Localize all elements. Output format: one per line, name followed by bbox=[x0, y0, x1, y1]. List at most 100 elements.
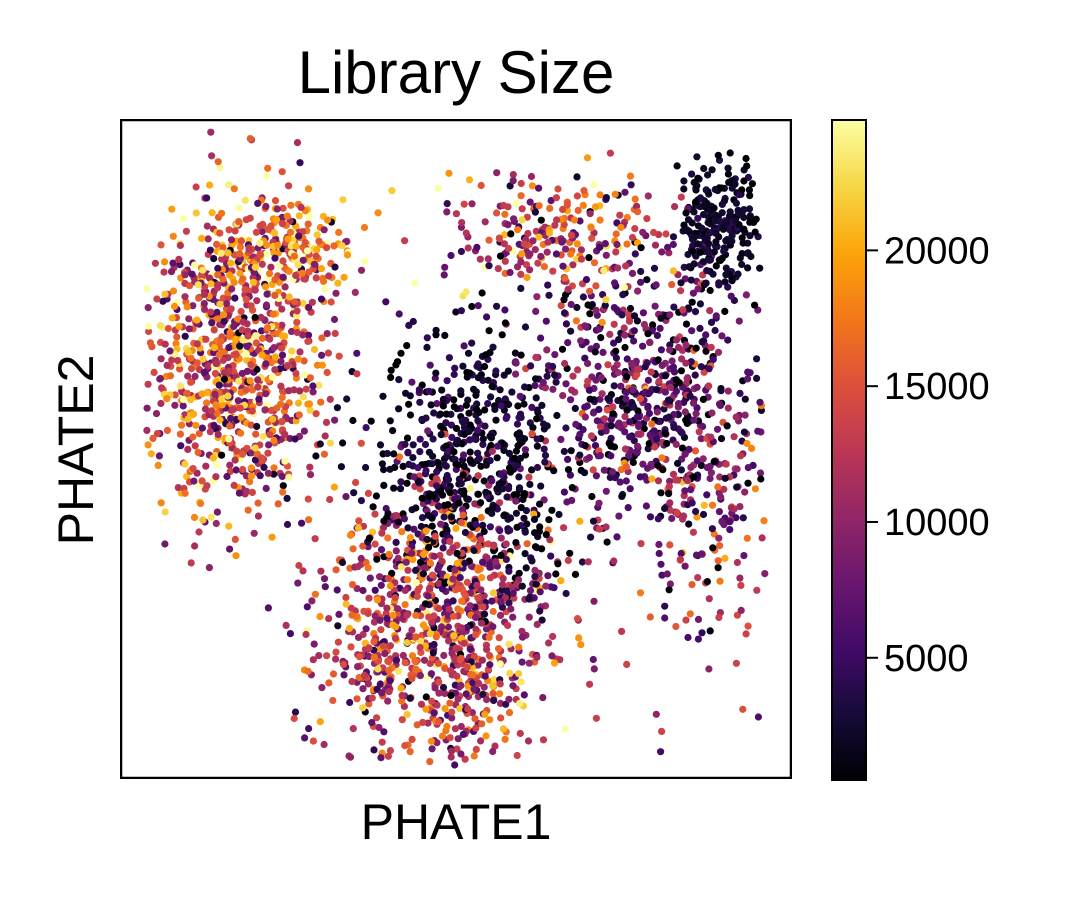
scatter-point bbox=[531, 208, 539, 216]
scatter-point bbox=[483, 554, 491, 562]
scatter-point bbox=[374, 209, 382, 217]
scatter-point bbox=[295, 232, 303, 240]
scatter-point bbox=[428, 571, 436, 579]
scatter-point bbox=[434, 459, 442, 467]
scatter-point bbox=[680, 512, 688, 520]
scatter-point bbox=[247, 421, 255, 429]
scatter-point bbox=[421, 600, 430, 608]
scatter-point bbox=[441, 579, 449, 588]
scatter-point bbox=[247, 472, 255, 480]
scatter-point bbox=[278, 305, 286, 313]
scatter-point bbox=[677, 367, 686, 375]
scatter-point bbox=[682, 209, 690, 217]
scatter-point bbox=[301, 239, 309, 247]
scatter-point bbox=[461, 591, 469, 599]
scatter-point bbox=[393, 358, 402, 366]
scatter-point bbox=[488, 382, 496, 391]
scatter-point bbox=[202, 335, 210, 343]
scatter-point bbox=[143, 404, 151, 412]
scatter-point bbox=[260, 463, 268, 471]
scatter-point bbox=[621, 331, 629, 339]
scatter-point bbox=[689, 528, 698, 536]
scatter-point bbox=[354, 524, 362, 532]
scatter-point bbox=[201, 405, 210, 413]
scatter-point bbox=[364, 489, 372, 497]
scatter-point bbox=[534, 533, 542, 541]
scatter-point bbox=[574, 366, 582, 374]
scatter-point bbox=[482, 488, 490, 496]
scatter-point bbox=[462, 229, 470, 237]
scatter-point bbox=[213, 508, 221, 516]
scatter-point bbox=[309, 737, 317, 745]
scatter-point bbox=[203, 482, 211, 490]
scatter-point bbox=[237, 413, 245, 421]
scatter-point bbox=[473, 243, 481, 251]
scatter-point bbox=[517, 433, 525, 441]
scatter-point bbox=[581, 354, 589, 362]
scatter-point bbox=[526, 480, 534, 488]
scatter-point bbox=[454, 695, 462, 703]
scatter-point bbox=[424, 592, 432, 600]
scatter-point bbox=[479, 558, 487, 566]
scatter-point bbox=[606, 330, 614, 338]
scatter-point bbox=[533, 293, 541, 301]
scatter-point bbox=[742, 630, 750, 638]
scatter-point bbox=[693, 457, 702, 465]
scatter-point bbox=[283, 494, 291, 502]
scatter-point bbox=[479, 690, 487, 699]
plot-frame bbox=[120, 119, 792, 779]
scatter-point bbox=[592, 282, 600, 290]
scatter-point bbox=[312, 410, 320, 418]
scatter-point bbox=[247, 464, 255, 472]
scatter-point bbox=[151, 259, 159, 267]
scatter-point bbox=[224, 392, 232, 400]
scatter-point bbox=[532, 353, 540, 361]
scatter-point bbox=[418, 514, 427, 522]
scatter-point bbox=[518, 250, 526, 258]
scatter-point bbox=[271, 366, 279, 374]
scatter-point bbox=[489, 623, 497, 631]
scatter-point bbox=[219, 356, 227, 364]
scatter-point bbox=[340, 273, 348, 281]
scatter-point bbox=[445, 354, 453, 362]
scatter-point bbox=[416, 435, 424, 443]
scatter-point bbox=[624, 504, 632, 512]
scatter-point bbox=[562, 589, 570, 598]
scatter-point bbox=[512, 447, 520, 455]
scatter-point bbox=[505, 709, 514, 717]
scatter-point bbox=[251, 286, 259, 294]
scatter-point bbox=[630, 337, 638, 345]
scatter-point bbox=[494, 265, 502, 273]
scatter-point bbox=[733, 558, 742, 567]
scatter-point bbox=[324, 216, 332, 224]
scatter-point bbox=[654, 515, 662, 523]
scatter-point bbox=[570, 216, 578, 224]
scatter-point bbox=[291, 435, 299, 443]
scatter-point bbox=[164, 324, 172, 333]
scatter-point bbox=[242, 295, 250, 303]
scatter-point bbox=[459, 419, 467, 427]
scatter-point bbox=[551, 221, 559, 229]
scatter-point bbox=[343, 251, 352, 259]
scatter-point bbox=[315, 381, 323, 389]
scatter-point bbox=[326, 495, 334, 504]
scatter-point bbox=[739, 514, 747, 522]
scatter-point bbox=[581, 413, 589, 421]
scatter-point bbox=[571, 404, 579, 412]
scatter-point bbox=[693, 513, 701, 521]
scatter-point bbox=[212, 519, 220, 528]
scatter-point bbox=[427, 737, 435, 745]
scatter-point bbox=[551, 371, 559, 379]
scatter-point bbox=[460, 342, 468, 350]
scatter-point bbox=[416, 398, 424, 406]
scatter-point bbox=[293, 139, 302, 147]
scatter-point bbox=[721, 474, 729, 482]
scatter-point bbox=[602, 427, 610, 435]
scatter-point bbox=[412, 504, 420, 512]
scatter-point bbox=[580, 469, 589, 477]
scatter-point bbox=[298, 269, 306, 277]
scatter-point bbox=[320, 450, 328, 458]
scatter-point bbox=[531, 566, 539, 574]
scatter-point bbox=[425, 448, 433, 456]
scatter-point bbox=[650, 264, 659, 272]
